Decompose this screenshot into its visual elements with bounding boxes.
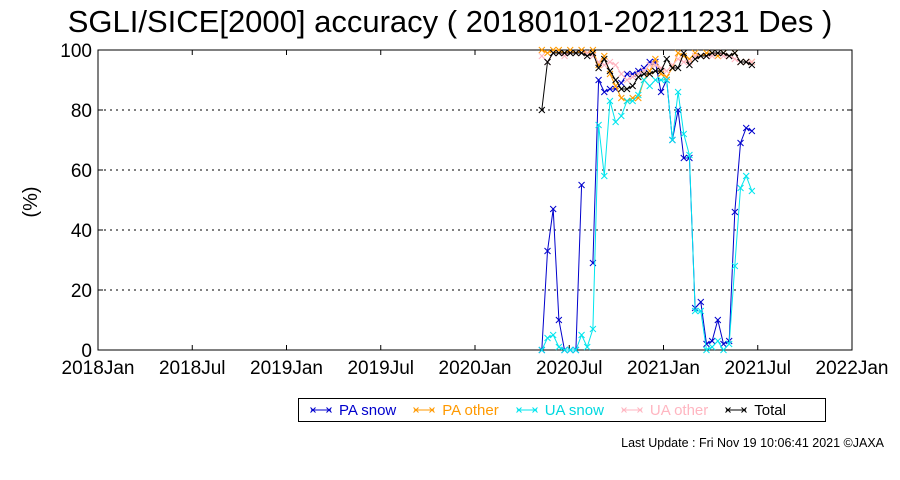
ua-snow-marker-icon (515, 407, 538, 413)
series-ua-snow (538, 76, 756, 354)
legend-marker (413, 407, 420, 413)
y-tick-label: 40 (71, 221, 92, 242)
x-tick-label: 2019Jan (250, 358, 323, 379)
legend: PA snow PA other UA snow UA other Total (298, 398, 826, 422)
chart-plot: 0 20 40 60 80 100 2018Jan 2018Jul 2019Jan 2019Jul… (60, 41, 888, 379)
legend-marker (515, 407, 522, 413)
legend-marker (326, 407, 332, 413)
chart-title: SGLI/SICE[2000] accuracy ( 20180101-2021… (67, 4, 833, 39)
x-tick-label: 2018Jan (62, 358, 135, 379)
x-tick-label: 2021Jan (627, 358, 700, 379)
data-series (538, 46, 756, 354)
x-tick-label: 2018Jul (159, 358, 226, 379)
ua-snow-line (541, 79, 753, 351)
legend-marker (637, 407, 643, 413)
tick-labels: 0 20 40 60 80 100 2018Jan 2018Jul 2019Jan 2019Jul… (60, 41, 888, 379)
y-tick-label: 80 (71, 101, 92, 122)
legend-item-ua-other: UA other (620, 402, 708, 419)
pa-snow-marker-icon (310, 407, 332, 413)
ua-other-marker-icon (621, 407, 643, 413)
legend-marker (725, 407, 732, 413)
legend-label: UA snow (544, 401, 604, 419)
plot-frame (97, 49, 853, 351)
last-update-text: Last Update : Fri Nov 19 10:06:41 2021 ©… (621, 436, 884, 450)
legend-item-pa-snow: PA snow (309, 402, 396, 419)
pa-snow-line (592, 61, 753, 345)
pa-other-line (541, 49, 752, 102)
legend-item-pa-other: PA other (412, 401, 499, 419)
pa-other-marker-icon (413, 407, 436, 413)
legend-label: PA snow (339, 401, 397, 419)
series-pa-snow (538, 58, 756, 354)
legend-marker (310, 407, 316, 413)
legend-item-total: Total (724, 402, 786, 419)
y-tick-label: 100 (60, 41, 92, 62)
total-line (541, 51, 753, 111)
legend-marker (429, 407, 436, 413)
y-tick-label: 60 (71, 161, 92, 182)
legend-label: PA other (442, 401, 499, 419)
grid-lines (98, 109, 852, 291)
legend-marker (621, 407, 627, 413)
x-tick-label: 2022Jan (816, 358, 889, 379)
legend-marker (531, 407, 538, 413)
x-tick-label: 2020Jan (439, 358, 512, 379)
y-tick-label: 20 (71, 281, 92, 302)
series-ua-other (538, 49, 756, 84)
x-tick-label: 2021Jul (724, 358, 791, 379)
legend-label: UA other (649, 401, 709, 419)
x-tick-label: 2019Jul (347, 358, 414, 379)
axes (97, 49, 853, 351)
legend-marker (741, 407, 748, 413)
series-total (538, 49, 756, 114)
pa-snow-line (541, 184, 583, 351)
legend-label: Total (754, 401, 786, 419)
y-tick-label: 0 (81, 341, 92, 362)
x-tick-label: 2020Jul (536, 358, 603, 379)
legend-item-ua-snow: UA snow (515, 402, 604, 419)
total-marker-icon (725, 407, 748, 413)
